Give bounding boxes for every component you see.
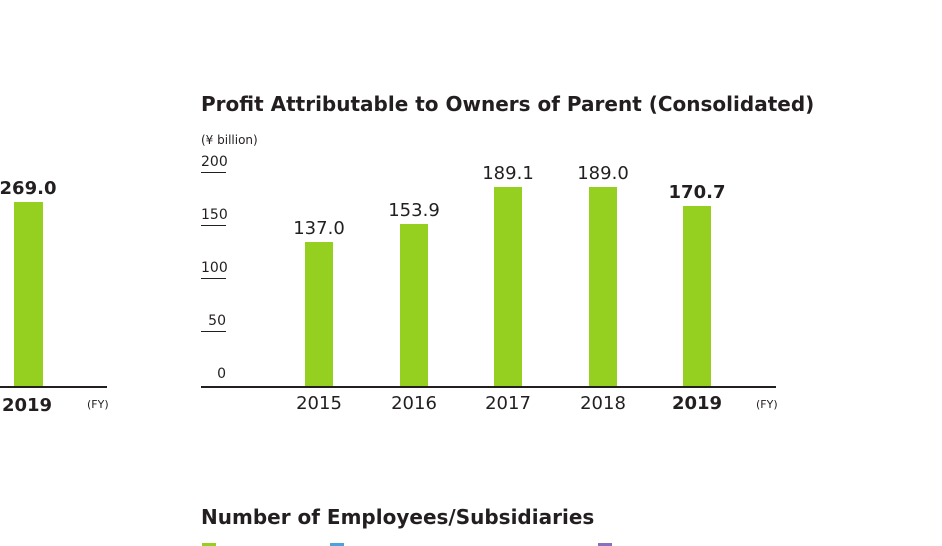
fy-label: (FY) xyxy=(756,398,778,411)
x-axis xyxy=(201,386,776,388)
bar-2015 xyxy=(305,241,333,387)
bar-2017 xyxy=(494,186,522,387)
chart-title: Profit Attributable to Owners of Parent … xyxy=(201,92,815,116)
left-x-axis xyxy=(0,386,107,388)
bar-value-label: 137.0 xyxy=(293,217,345,239)
bar-value-label: 153.9 xyxy=(388,199,440,221)
bar-value-label: 189.1 xyxy=(482,162,534,184)
bar-2018 xyxy=(589,186,617,387)
left-x-category: 2019 xyxy=(1,395,53,416)
bar-value-label: 170.7 xyxy=(668,182,726,204)
y-tick-line xyxy=(201,331,226,332)
bar-2016 xyxy=(400,223,428,387)
x-category-label: 2016 xyxy=(391,393,437,414)
x-category-label: 2018 xyxy=(580,393,626,414)
y-tick-label: 0 xyxy=(217,366,226,382)
x-category-label: 2019 xyxy=(671,393,723,414)
y-tick-label: 200 xyxy=(201,154,228,170)
y-tick-label: 50 xyxy=(208,313,226,329)
y-tick-label: 150 xyxy=(201,207,228,223)
left-fy-label: (FY) xyxy=(87,398,109,411)
left-bar-value-label: 269.0 xyxy=(0,178,57,199)
y-tick-line xyxy=(201,225,226,226)
x-category-label: 2017 xyxy=(485,393,531,414)
y-tick-label: 100 xyxy=(201,260,228,276)
x-category-label: 2015 xyxy=(296,393,342,414)
y-unit-label: (¥ billion) xyxy=(201,133,258,147)
section-title-employees: Number of Employees/Subsidiaries xyxy=(201,505,595,529)
bar-2019 xyxy=(683,206,711,387)
y-tick-line xyxy=(201,172,226,173)
left-bar xyxy=(14,202,43,387)
bar-value-label: 189.0 xyxy=(577,162,629,184)
y-tick-line xyxy=(201,278,226,279)
